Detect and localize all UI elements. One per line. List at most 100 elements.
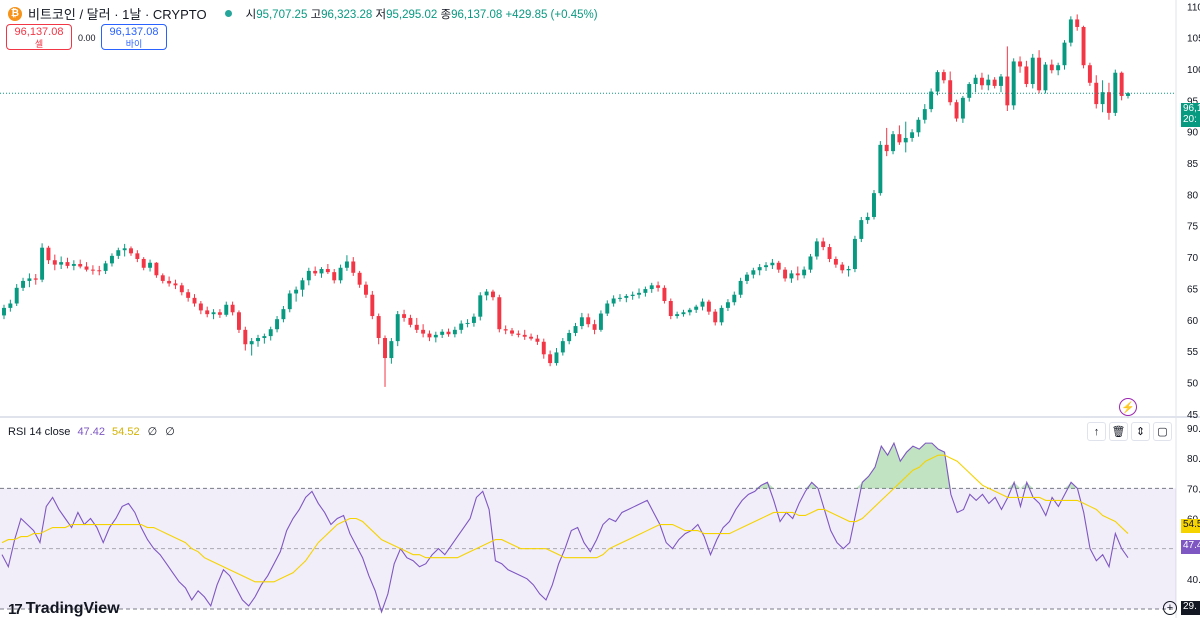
candle[interactable] xyxy=(249,337,254,356)
candle[interactable] xyxy=(719,305,724,326)
rsi-axis[interactable]: 90.80.70.60.50.40. xyxy=(1187,424,1200,586)
candle[interactable] xyxy=(90,265,95,275)
candle[interactable] xyxy=(389,337,394,364)
candle[interactable] xyxy=(484,289,489,301)
candle[interactable] xyxy=(954,99,959,122)
candle[interactable] xyxy=(560,337,565,356)
candle[interactable] xyxy=(979,72,984,90)
candle[interactable] xyxy=(859,216,864,243)
candle[interactable] xyxy=(605,300,610,317)
candle[interactable] xyxy=(852,235,857,273)
candle[interactable] xyxy=(433,331,438,343)
candle[interactable] xyxy=(681,309,686,317)
candle[interactable] xyxy=(408,314,413,328)
candle[interactable] xyxy=(351,257,356,276)
candle[interactable] xyxy=(624,294,629,303)
candle[interactable] xyxy=(662,285,667,304)
candle[interactable] xyxy=(725,299,730,312)
candle[interactable] xyxy=(141,257,146,271)
candle[interactable] xyxy=(833,256,838,268)
candle[interactable] xyxy=(319,267,324,278)
candle[interactable] xyxy=(1024,60,1029,88)
candle[interactable] xyxy=(395,311,400,347)
candle[interactable] xyxy=(770,258,775,270)
candle[interactable] xyxy=(1087,62,1092,86)
candle[interactable] xyxy=(186,289,191,302)
candle[interactable] xyxy=(916,117,921,137)
candle[interactable] xyxy=(230,301,235,316)
candle[interactable] xyxy=(999,73,1003,93)
candle[interactable] xyxy=(776,260,781,273)
candle[interactable] xyxy=(8,299,13,312)
candle[interactable] xyxy=(497,294,502,333)
candle[interactable] xyxy=(478,292,483,321)
candle[interactable] xyxy=(872,190,876,220)
candle[interactable] xyxy=(459,320,464,334)
candle[interactable] xyxy=(116,247,121,259)
candle[interactable] xyxy=(148,259,153,272)
candle[interactable] xyxy=(738,277,743,298)
candle[interactable] xyxy=(452,326,457,338)
candle[interactable] xyxy=(363,281,368,298)
candle[interactable] xyxy=(1081,25,1086,69)
candle[interactable] xyxy=(687,307,692,316)
candle[interactable] xyxy=(167,276,172,287)
candle[interactable] xyxy=(554,348,559,366)
candle[interactable] xyxy=(706,299,711,315)
candle[interactable] xyxy=(808,253,813,273)
candle[interactable] xyxy=(1075,14,1080,31)
candle[interactable] xyxy=(649,282,654,293)
candle[interactable] xyxy=(344,255,349,271)
candle[interactable] xyxy=(751,267,756,279)
candle[interactable] xyxy=(510,327,514,337)
lightning-icon[interactable]: ⚡ xyxy=(1119,398,1137,416)
tradingview-logo[interactable]: 17 TradingView xyxy=(8,600,120,618)
candle[interactable] xyxy=(637,288,641,299)
candle[interactable] xyxy=(471,313,476,327)
candle[interactable] xyxy=(643,286,648,297)
candle[interactable] xyxy=(1056,62,1061,76)
candle[interactable] xyxy=(59,256,64,270)
candle[interactable] xyxy=(173,279,178,290)
symbol-title[interactable]: 비트코인 / 달러 · 1날 · CRYPTO xyxy=(28,7,207,22)
candle[interactable] xyxy=(1062,40,1067,70)
candle[interactable] xyxy=(179,282,184,296)
candle[interactable] xyxy=(325,263,330,275)
candle[interactable] xyxy=(211,309,216,320)
candle[interactable] xyxy=(217,309,222,318)
candle[interactable] xyxy=(338,264,343,284)
rsi-legend[interactable]: RSI 14 close 47.42 54.52 ∅ ∅ xyxy=(8,425,175,438)
candle[interactable] xyxy=(973,74,978,93)
collapse-icon[interactable]: ⇕ xyxy=(1131,422,1150,441)
candle[interactable] xyxy=(103,260,108,275)
candle[interactable] xyxy=(14,284,19,307)
candle[interactable] xyxy=(313,266,318,276)
candle[interactable] xyxy=(40,243,45,283)
candle[interactable] xyxy=(903,121,908,153)
candle[interactable] xyxy=(668,298,673,320)
candle[interactable] xyxy=(529,333,534,341)
candle[interactable] xyxy=(948,71,953,106)
candle[interactable] xyxy=(579,312,584,330)
candle[interactable] xyxy=(300,277,305,297)
candle[interactable] xyxy=(789,270,794,283)
candle[interactable] xyxy=(821,237,826,251)
candle[interactable] xyxy=(986,74,991,91)
candle[interactable] xyxy=(465,319,470,328)
candle[interactable] xyxy=(376,313,381,345)
candle[interactable] xyxy=(865,212,870,224)
candle[interactable] xyxy=(275,316,280,333)
candle[interactable] xyxy=(827,243,832,263)
candle[interactable] xyxy=(65,257,70,269)
candle[interactable] xyxy=(262,333,267,344)
candle[interactable] xyxy=(592,319,597,335)
candle[interactable] xyxy=(611,295,616,307)
candle[interactable] xyxy=(294,286,299,302)
candle[interactable] xyxy=(960,95,965,123)
candle[interactable] xyxy=(421,324,426,338)
rsi-line[interactable] xyxy=(1,441,1129,614)
candle[interactable] xyxy=(1018,56,1023,73)
candle[interactable] xyxy=(840,262,845,274)
candle[interactable] xyxy=(1005,46,1010,111)
